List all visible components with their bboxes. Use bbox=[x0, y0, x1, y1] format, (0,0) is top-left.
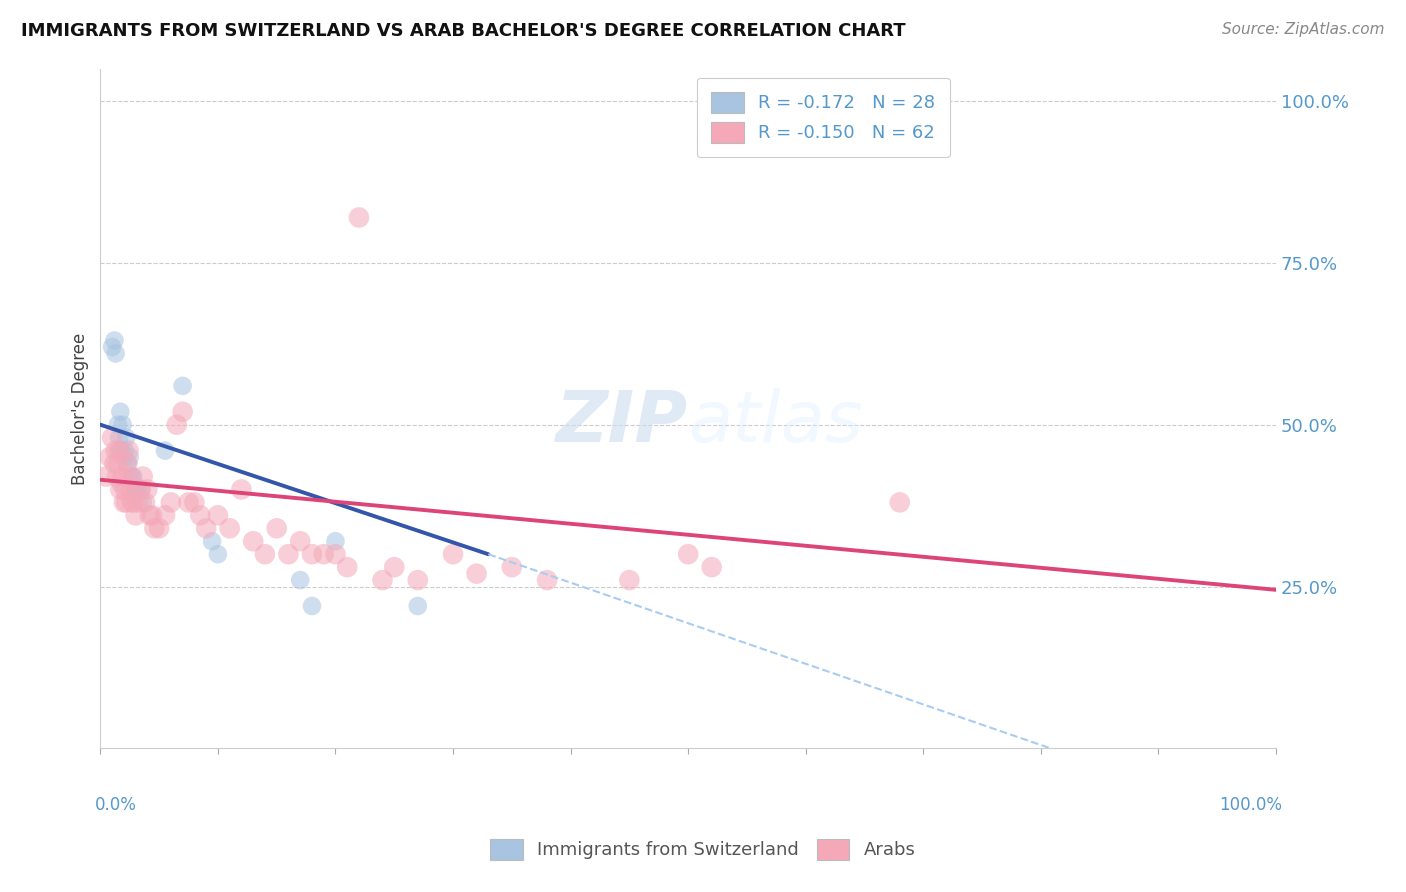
Point bbox=[103, 457, 125, 471]
Point bbox=[188, 508, 211, 523]
Point bbox=[104, 443, 127, 458]
Point bbox=[117, 443, 139, 458]
Text: IMMIGRANTS FROM SWITZERLAND VS ARAB BACHELOR'S DEGREE CORRELATION CHART: IMMIGRANTS FROM SWITZERLAND VS ARAB BACH… bbox=[21, 22, 905, 40]
Point bbox=[117, 457, 139, 471]
Point bbox=[117, 457, 139, 471]
Point bbox=[166, 417, 188, 432]
Point bbox=[160, 495, 183, 509]
Point bbox=[107, 457, 129, 471]
Point bbox=[312, 547, 335, 561]
Point bbox=[325, 534, 347, 549]
Point bbox=[131, 469, 153, 483]
Point bbox=[127, 495, 149, 509]
Point bbox=[127, 483, 149, 497]
Point bbox=[122, 469, 145, 483]
Point bbox=[143, 521, 166, 535]
Point bbox=[290, 534, 312, 549]
Point bbox=[110, 443, 132, 458]
Point bbox=[101, 431, 124, 445]
Point bbox=[201, 534, 224, 549]
Point bbox=[207, 508, 229, 523]
Point bbox=[111, 417, 134, 432]
Point bbox=[290, 573, 312, 587]
Point bbox=[108, 431, 131, 445]
Point bbox=[406, 573, 429, 587]
Point bbox=[141, 508, 163, 523]
Legend: R = -0.172   N = 28, R = -0.150   N = 62: R = -0.172 N = 28, R = -0.150 N = 62 bbox=[697, 78, 949, 157]
Point bbox=[277, 547, 299, 561]
Text: Source: ZipAtlas.com: Source: ZipAtlas.com bbox=[1222, 22, 1385, 37]
Point bbox=[153, 443, 176, 458]
Point bbox=[406, 599, 429, 613]
Point bbox=[889, 495, 911, 509]
Point bbox=[253, 547, 276, 561]
Point bbox=[98, 450, 121, 464]
Point bbox=[138, 508, 160, 523]
Point bbox=[110, 443, 132, 458]
Point bbox=[242, 534, 264, 549]
Point bbox=[101, 340, 124, 354]
Point bbox=[118, 469, 141, 483]
Text: ZIP: ZIP bbox=[555, 388, 688, 457]
Point bbox=[153, 508, 176, 523]
Point bbox=[371, 573, 394, 587]
Point bbox=[148, 521, 170, 535]
Point bbox=[112, 450, 135, 464]
Point bbox=[108, 443, 131, 458]
Point bbox=[114, 443, 136, 458]
Point bbox=[183, 495, 205, 509]
Legend: Immigrants from Switzerland, Arabs: Immigrants from Switzerland, Arabs bbox=[484, 831, 922, 867]
Point bbox=[465, 566, 488, 581]
Text: atlas: atlas bbox=[688, 388, 863, 457]
Point bbox=[121, 495, 143, 509]
Y-axis label: Bachelor's Degree: Bachelor's Degree bbox=[72, 333, 89, 484]
Point bbox=[114, 483, 136, 497]
Point bbox=[129, 483, 152, 497]
Point bbox=[121, 469, 143, 483]
Point bbox=[134, 495, 156, 509]
Point bbox=[107, 417, 129, 432]
Point bbox=[301, 547, 323, 561]
Point bbox=[347, 211, 370, 225]
Text: 100.0%: 100.0% bbox=[1219, 796, 1282, 814]
Point bbox=[111, 469, 134, 483]
Point bbox=[676, 547, 699, 561]
Point bbox=[96, 469, 118, 483]
Point bbox=[105, 469, 128, 483]
Point bbox=[112, 495, 135, 509]
Point bbox=[103, 334, 125, 348]
Point bbox=[195, 521, 218, 535]
Point bbox=[501, 560, 523, 574]
Point bbox=[177, 495, 200, 509]
Point bbox=[122, 495, 145, 509]
Point bbox=[115, 495, 138, 509]
Point bbox=[441, 547, 464, 561]
Point bbox=[104, 346, 127, 360]
Point bbox=[110, 483, 132, 497]
Point bbox=[218, 521, 240, 535]
Point bbox=[536, 573, 558, 587]
Point bbox=[115, 431, 138, 445]
Point bbox=[124, 483, 146, 497]
Text: 0.0%: 0.0% bbox=[94, 796, 136, 814]
Point bbox=[172, 379, 194, 393]
Point bbox=[172, 405, 194, 419]
Point bbox=[336, 560, 359, 574]
Point bbox=[325, 547, 347, 561]
Point bbox=[619, 573, 641, 587]
Point bbox=[131, 495, 153, 509]
Point bbox=[120, 483, 142, 497]
Point bbox=[231, 483, 253, 497]
Point bbox=[131, 483, 153, 497]
Point bbox=[136, 483, 159, 497]
Point bbox=[110, 405, 132, 419]
Point bbox=[118, 450, 141, 464]
Point bbox=[700, 560, 723, 574]
Point bbox=[124, 508, 146, 523]
Point bbox=[382, 560, 405, 574]
Point bbox=[110, 475, 132, 490]
Point bbox=[301, 599, 323, 613]
Point bbox=[266, 521, 288, 535]
Point bbox=[207, 547, 229, 561]
